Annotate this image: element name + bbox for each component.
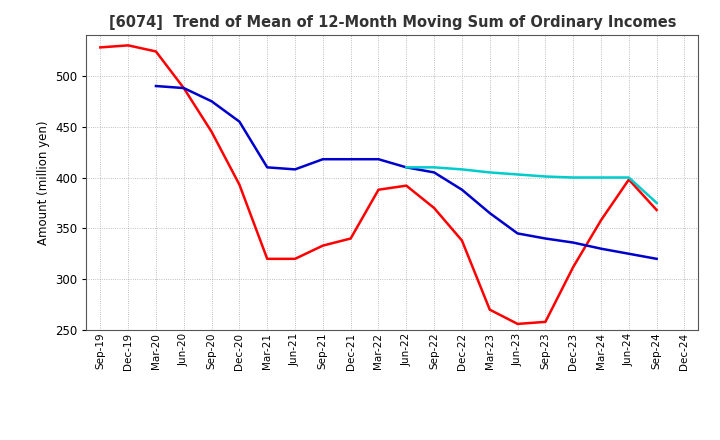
7 Years: [485, 170, 494, 175]
7 Years: [430, 165, 438, 170]
5 Years: [179, 85, 188, 91]
7 Years: [513, 172, 522, 177]
5 Years: [569, 240, 577, 245]
5 Years: [541, 236, 550, 241]
Line: 7 Years: 7 Years: [406, 167, 657, 203]
5 Years: [458, 187, 467, 192]
3 Years: [124, 43, 132, 48]
5 Years: [263, 165, 271, 170]
7 Years: [458, 167, 467, 172]
3 Years: [652, 207, 661, 213]
5 Years: [485, 210, 494, 216]
7 Years: [652, 200, 661, 205]
7 Years: [597, 175, 606, 180]
3 Years: [291, 256, 300, 261]
3 Years: [624, 177, 633, 182]
3 Years: [235, 182, 243, 187]
Y-axis label: Amount (million yen): Amount (million yen): [37, 121, 50, 245]
5 Years: [513, 231, 522, 236]
3 Years: [374, 187, 383, 192]
5 Years: [291, 167, 300, 172]
5 Years: [152, 84, 161, 89]
Title: [6074]  Trend of Mean of 12-Month Moving Sum of Ordinary Incomes: [6074] Trend of Mean of 12-Month Moving …: [109, 15, 676, 30]
3 Years: [485, 307, 494, 312]
5 Years: [318, 157, 327, 162]
3 Years: [430, 205, 438, 211]
Line: 5 Years: 5 Years: [156, 86, 657, 259]
5 Years: [597, 246, 606, 251]
3 Years: [263, 256, 271, 261]
3 Years: [541, 319, 550, 325]
3 Years: [346, 236, 355, 241]
5 Years: [402, 165, 410, 170]
5 Years: [652, 256, 661, 261]
3 Years: [207, 129, 216, 134]
3 Years: [179, 85, 188, 91]
3 Years: [569, 264, 577, 270]
3 Years: [318, 243, 327, 248]
5 Years: [374, 157, 383, 162]
3 Years: [597, 217, 606, 223]
3 Years: [458, 238, 467, 243]
7 Years: [541, 174, 550, 179]
7 Years: [569, 175, 577, 180]
5 Years: [235, 119, 243, 124]
Line: 3 Years: 3 Years: [100, 45, 657, 324]
5 Years: [624, 251, 633, 257]
3 Years: [402, 183, 410, 188]
7 Years: [624, 175, 633, 180]
3 Years: [96, 45, 104, 50]
7 Years: [402, 165, 410, 170]
5 Years: [207, 99, 216, 104]
3 Years: [152, 49, 161, 54]
3 Years: [513, 321, 522, 326]
5 Years: [430, 170, 438, 175]
5 Years: [346, 157, 355, 162]
